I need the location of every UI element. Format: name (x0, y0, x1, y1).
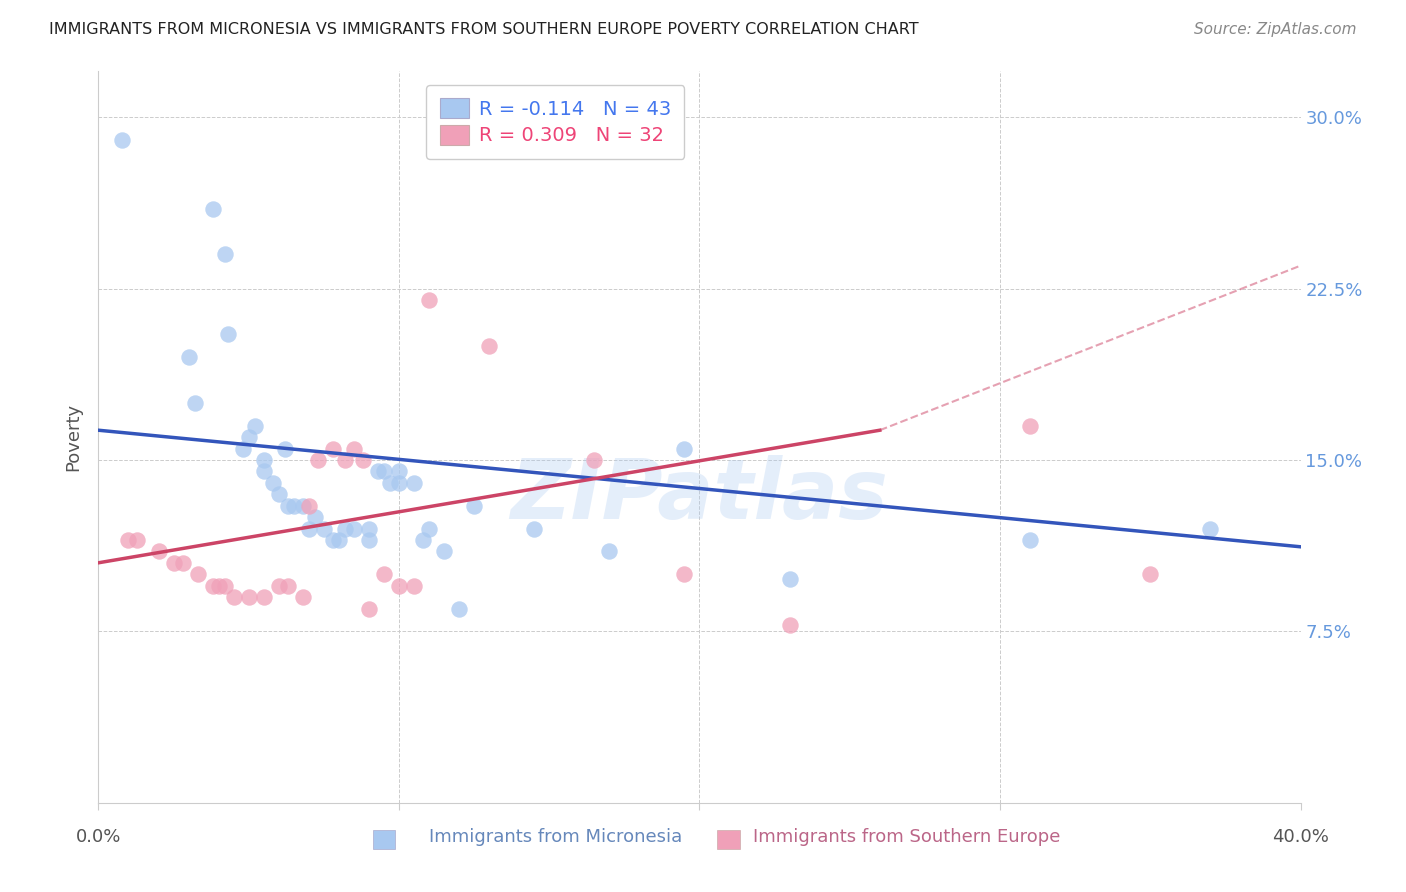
Text: ZIPatlas: ZIPatlas (510, 455, 889, 536)
Point (463, 499, 485, 513)
Point (478, 338, 501, 352)
Point (523, 521, 546, 535)
Point (291, 590, 314, 604)
Point (367, 464, 389, 478)
Point (277, 579, 299, 593)
Point (177, 350, 200, 364)
Point (357, 533, 380, 547)
Point (243, 418, 266, 433)
Point (1139, 567, 1161, 582)
Text: Immigrants from Micronesia: Immigrants from Micronesia (429, 828, 682, 846)
Point (1019, 418, 1042, 433)
Point (418, 293, 440, 307)
Point (232, 442, 254, 456)
Point (373, 567, 395, 582)
Point (201, 579, 224, 593)
Point (172, 556, 194, 570)
Point (333, 453, 356, 467)
Point (277, 499, 299, 513)
Point (433, 544, 456, 558)
Point (208, 579, 231, 593)
Point (418, 521, 440, 535)
Point (328, 533, 350, 547)
Point (583, 453, 606, 467)
Point (291, 499, 314, 513)
Point (343, 521, 366, 535)
Point (267, 579, 290, 593)
Point (148, 544, 170, 558)
Point (673, 442, 696, 456)
Point (214, 247, 236, 261)
Point (412, 533, 434, 547)
Point (312, 521, 335, 535)
Point (274, 442, 297, 456)
Text: 0.0%: 0.0% (76, 828, 121, 846)
Point (322, 442, 344, 456)
Point (304, 510, 326, 524)
Point (333, 521, 356, 535)
Point (262, 475, 284, 490)
Point (322, 533, 344, 547)
Point (598, 544, 620, 558)
Point (201, 202, 224, 216)
Text: Source: ZipAtlas.com: Source: ZipAtlas.com (1194, 22, 1357, 37)
Point (402, 475, 425, 490)
Point (183, 396, 205, 410)
Text: Immigrants from Southern Europe: Immigrants from Southern Europe (754, 828, 1060, 846)
Point (388, 579, 411, 593)
Point (388, 475, 411, 490)
Point (673, 567, 696, 582)
Text: 40.0%: 40.0% (1272, 828, 1329, 846)
Point (343, 442, 366, 456)
Point (253, 464, 276, 478)
Point (402, 579, 425, 593)
Point (283, 499, 305, 513)
Point (388, 464, 411, 478)
Point (238, 430, 260, 444)
Point (357, 521, 380, 535)
Point (217, 327, 239, 342)
Point (447, 601, 470, 615)
Point (187, 567, 209, 582)
Point (779, 617, 801, 632)
Point (267, 487, 290, 501)
Point (307, 453, 329, 467)
Point (238, 590, 260, 604)
Point (352, 453, 374, 467)
Point (162, 556, 184, 570)
Point (253, 590, 276, 604)
Legend: R = -0.114   N = 43, R = 0.309   N = 32: R = -0.114 N = 43, R = 0.309 N = 32 (426, 85, 685, 159)
Point (378, 475, 401, 490)
Point (373, 464, 395, 478)
Point (253, 453, 276, 467)
Point (298, 499, 321, 513)
Y-axis label: Poverty: Poverty (65, 403, 83, 471)
Point (127, 533, 149, 547)
Point (214, 579, 236, 593)
Point (111, 133, 134, 147)
Point (357, 601, 380, 615)
Text: IMMIGRANTS FROM MICRONESIA VS IMMIGRANTS FROM SOUTHERN EUROPE POVERTY CORRELATIO: IMMIGRANTS FROM MICRONESIA VS IMMIGRANTS… (49, 22, 920, 37)
Point (779, 572, 801, 586)
Point (1019, 533, 1042, 547)
Point (1199, 521, 1222, 535)
Point (298, 521, 321, 535)
Point (117, 533, 139, 547)
Point (222, 590, 245, 604)
